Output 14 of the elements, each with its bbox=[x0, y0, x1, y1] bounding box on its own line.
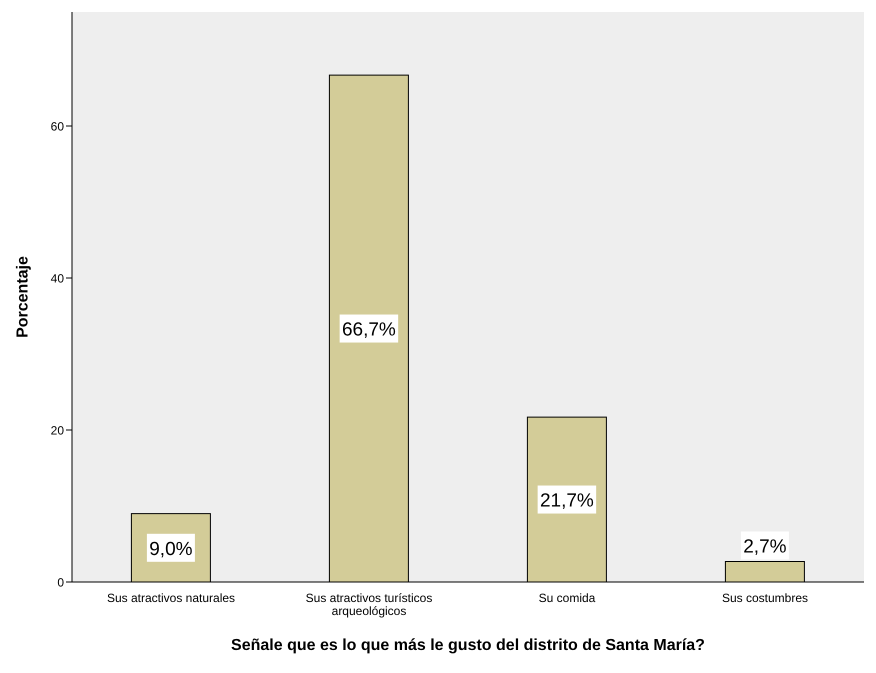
data-label: 9,0% bbox=[149, 538, 193, 560]
y-tick-label: 60 bbox=[50, 119, 64, 134]
y-tick-label: 0 bbox=[57, 575, 64, 590]
y-tick-label: 20 bbox=[50, 423, 64, 438]
x-axis-title: Señale que es lo que más le gusto del distrito de Santa María? bbox=[231, 637, 705, 654]
x-tick-label: Sus atractivos turísticos arqueológicos bbox=[306, 591, 432, 618]
x-tick-label: Su comida bbox=[538, 591, 596, 605]
data-label: 2,7% bbox=[743, 536, 787, 558]
data-label: 21,7% bbox=[540, 490, 594, 512]
data-label: 66,7% bbox=[342, 320, 396, 341]
y-tick-label: 40 bbox=[50, 271, 64, 286]
y-axis-title: Porcentaje bbox=[14, 256, 32, 338]
x-tick-label: Sus atractivos naturales bbox=[106, 591, 236, 605]
x-tick-label: Sus costumbres bbox=[722, 591, 808, 605]
